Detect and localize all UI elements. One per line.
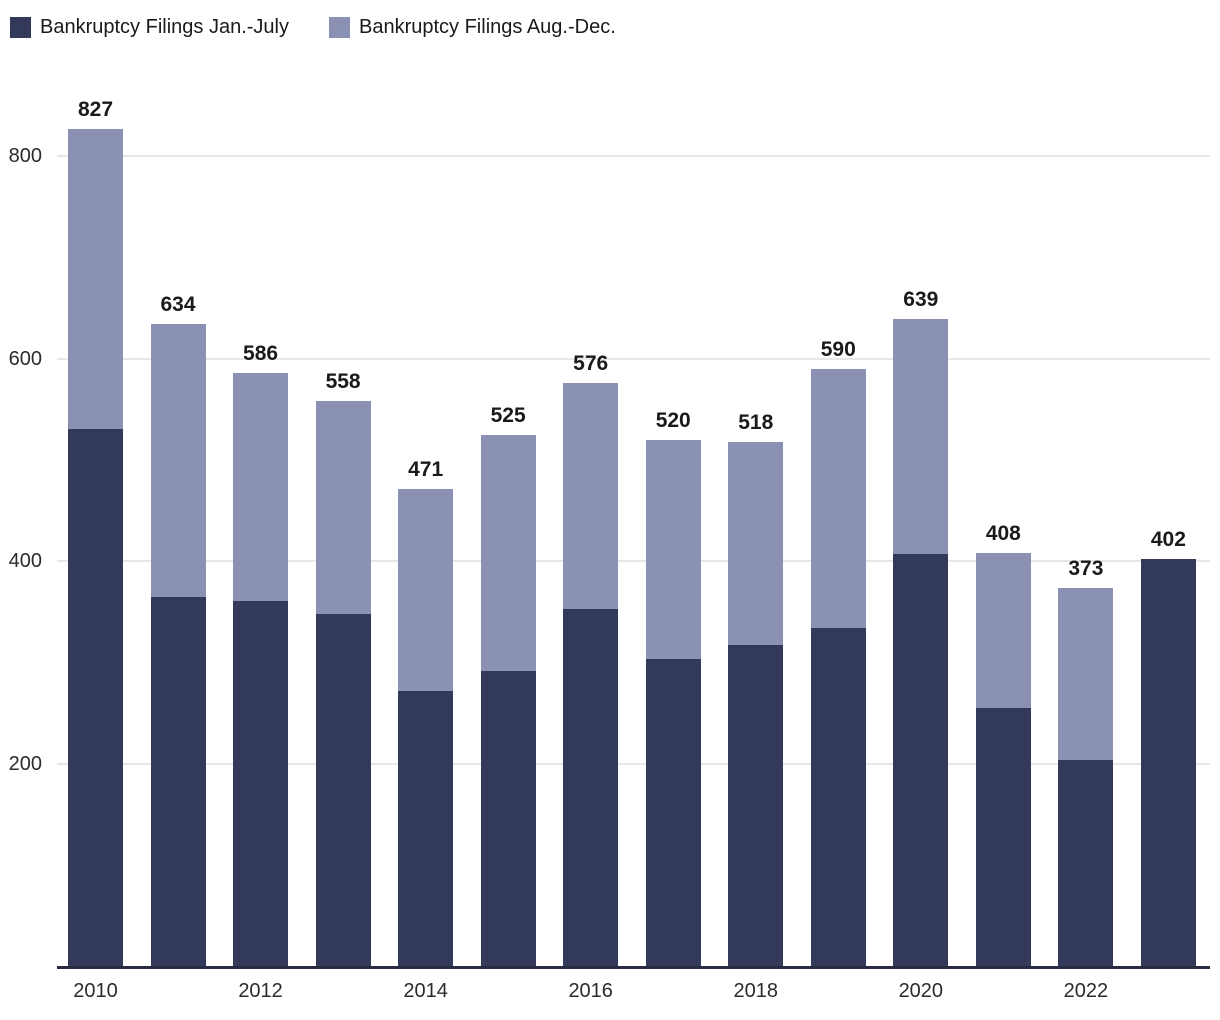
bar-segment-aug-dec-2010 bbox=[68, 128, 123, 430]
bar-segment-jan-jul-2020 bbox=[893, 553, 949, 966]
x-axis-labels: 2010 2012 2014 2016 2018 2020 2022 bbox=[68, 980, 1196, 1003]
bar-segment-jan-jul-2014 bbox=[398, 690, 454, 966]
gridline-600 bbox=[57, 357, 1210, 360]
bar-segment-aug-dec-2021 bbox=[975, 552, 1031, 708]
bar-segment-jan-jul-2022 bbox=[1058, 759, 1114, 966]
legend-label-jan-jul: Bankruptcy Filings Jan.-July bbox=[40, 16, 289, 38]
bar-segment-jan-jul-2011 bbox=[150, 597, 206, 966]
bar-total-label-2013: 558 bbox=[325, 370, 361, 394]
y-tick-label-200: 200 bbox=[8, 752, 42, 775]
x-tick-label-2020: 2020 bbox=[898, 980, 944, 1002]
legend: Bankruptcy Filings Jan.-July Bankruptcy … bbox=[10, 15, 616, 39]
bar-segment-aug-dec-2011 bbox=[150, 324, 206, 598]
bar-2012: 586 bbox=[233, 341, 289, 966]
bar-total-label-2014: 471 bbox=[408, 458, 444, 482]
x-axis-line bbox=[57, 966, 1210, 969]
x-tick-label-empty-5 bbox=[481, 980, 536, 1003]
bar-2016: 576 bbox=[563, 351, 619, 966]
bar-segment-aug-dec-2013 bbox=[315, 401, 371, 614]
bar-segment-jan-jul-2023 bbox=[1140, 559, 1196, 966]
legend-swatch-aug-dec-icon bbox=[328, 16, 350, 38]
legend-label-aug-dec: Bankruptcy Filings Aug.-Dec. bbox=[358, 16, 616, 38]
x-tick-label-empty-13 bbox=[1141, 980, 1196, 1003]
x-tick-label-empty-11 bbox=[976, 980, 1031, 1003]
bar-segment-aug-dec-2017 bbox=[645, 439, 701, 660]
x-tick-label-2022: 2022 bbox=[1063, 980, 1109, 1002]
gridline-800 bbox=[57, 155, 1210, 157]
bar-total-label-2016: 576 bbox=[573, 351, 609, 375]
bar-segment-jan-jul-2016 bbox=[563, 608, 619, 966]
legend-swatch-jan-jul-icon bbox=[10, 16, 31, 38]
bar-2011: 634 bbox=[150, 293, 206, 966]
bar-2019: 590 bbox=[810, 337, 866, 966]
bar-segment-jan-jul-2015 bbox=[480, 671, 536, 966]
bar-2021: 408 bbox=[975, 521, 1031, 966]
gridline-200 bbox=[57, 762, 1210, 765]
bar-total-label-2012: 586 bbox=[243, 341, 279, 365]
bar-segment-jan-jul-2018 bbox=[728, 645, 784, 966]
bar-segment-jan-jul-2021 bbox=[975, 707, 1031, 966]
bar-2022: 373 bbox=[1058, 557, 1114, 966]
bar-total-label-2018: 518 bbox=[738, 410, 774, 434]
x-tick-label-empty-3 bbox=[316, 980, 371, 1003]
y-tick-label-800: 800 bbox=[8, 145, 42, 167]
bar-segment-jan-jul-2013 bbox=[315, 613, 371, 966]
bar-segment-jan-jul-2010 bbox=[68, 429, 123, 966]
bar-segment-aug-dec-2012 bbox=[233, 372, 289, 601]
y-tick-label-400: 400 bbox=[8, 550, 42, 572]
bar-total-label-2021: 408 bbox=[985, 521, 1021, 545]
bar-segment-aug-dec-2014 bbox=[398, 489, 454, 691]
bar-segment-aug-dec-2015 bbox=[480, 434, 536, 672]
x-tick-label-2016: 2016 bbox=[568, 980, 613, 1002]
bar-2018: 518 bbox=[728, 410, 784, 966]
bar-total-label-2023: 402 bbox=[1150, 528, 1186, 551]
legend-item-jan-jul: Bankruptcy Filings Jan.-July bbox=[10, 15, 289, 39]
y-tick-label-600: 600 bbox=[8, 347, 42, 370]
x-tick-label-2014: 2014 bbox=[403, 980, 448, 1002]
bar-2010: 827 bbox=[68, 98, 123, 966]
bar-segment-jan-jul-2017 bbox=[645, 659, 701, 966]
bar-total-label-2011: 634 bbox=[160, 293, 196, 317]
bar-segment-aug-dec-2019 bbox=[810, 368, 866, 628]
bar-total-label-2020: 639 bbox=[903, 288, 939, 312]
bar-2015: 525 bbox=[480, 403, 536, 966]
bar-total-label-2022: 373 bbox=[1068, 557, 1104, 581]
bars-row: 827 634 586 558 471 525 576 520 518 590 639 408 373 4… bbox=[68, 0, 1196, 966]
x-tick-label-empty-1 bbox=[151, 980, 206, 1003]
bar-segment-aug-dec-2020 bbox=[893, 319, 949, 554]
gridline-400 bbox=[57, 560, 1210, 562]
bar-total-label-2017: 520 bbox=[655, 408, 691, 432]
bar-2023: 402 bbox=[1140, 528, 1196, 966]
bar-total-label-2010: 827 bbox=[77, 97, 114, 121]
bar-segment-aug-dec-2018 bbox=[728, 441, 784, 645]
x-tick-label-empty-7 bbox=[646, 980, 701, 1003]
x-tick-label-2018: 2018 bbox=[733, 980, 779, 1002]
bar-2020: 639 bbox=[893, 288, 949, 966]
bar-total-label-2019: 590 bbox=[820, 337, 856, 361]
bar-2017: 520 bbox=[645, 408, 701, 966]
bar-segment-aug-dec-2022 bbox=[1058, 588, 1114, 760]
bar-segment-jan-jul-2019 bbox=[810, 627, 866, 966]
x-tick-label-empty-9 bbox=[811, 980, 866, 1003]
bar-total-label-2015: 525 bbox=[490, 403, 526, 427]
bar-2014: 471 bbox=[398, 458, 454, 966]
x-tick-label-2012: 2012 bbox=[238, 980, 283, 1002]
legend-item-aug-dec: Bankruptcy Filings Aug.-Dec. bbox=[328, 15, 616, 39]
bar-segment-jan-jul-2012 bbox=[233, 600, 289, 966]
bar-segment-aug-dec-2016 bbox=[563, 382, 619, 609]
bar-2013: 558 bbox=[315, 370, 371, 966]
x-tick-label-2010: 2010 bbox=[73, 980, 118, 1002]
